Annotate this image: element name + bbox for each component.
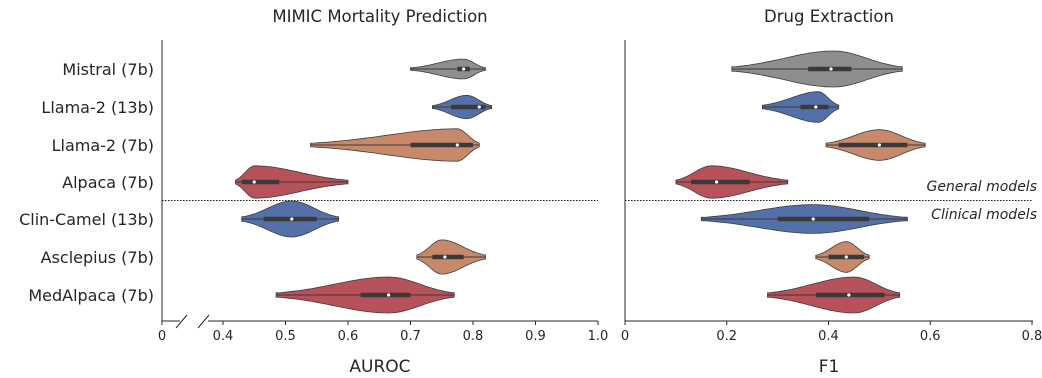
auroc-violin-mistral-7b bbox=[410, 58, 486, 80]
f1-x-tick-label: 0 bbox=[621, 329, 629, 344]
f1-x-tick-label: 0.2 bbox=[716, 329, 737, 344]
violin-median-dot bbox=[443, 255, 447, 259]
violin-median-dot bbox=[387, 293, 391, 297]
general-models-annotation: General models bbox=[926, 179, 1037, 195]
model-label: Clin-Camel (13b) bbox=[19, 210, 154, 229]
auroc-violin-llama-2-13b bbox=[432, 94, 493, 120]
auroc-violin-clin-camel-13b bbox=[241, 200, 339, 238]
f1-panel-title: Drug Extraction bbox=[764, 7, 894, 26]
f1-violin-medalpaca-7b bbox=[767, 276, 901, 314]
violin-median-dot bbox=[455, 143, 459, 147]
auroc-x-tick-label: 0.8 bbox=[463, 329, 484, 344]
f1-violin-llama-2-13b bbox=[762, 91, 840, 123]
auroc-panel-title: MIMIC Mortality Prediction bbox=[272, 7, 487, 26]
model-label: Llama-2 (7b) bbox=[52, 136, 154, 155]
f1-x-tick-label: 0.8 bbox=[1022, 329, 1042, 344]
auroc-x-tick-label: 0.9 bbox=[525, 329, 546, 344]
violin-median-dot bbox=[847, 293, 851, 297]
clinical-models-annotation: Clinical models bbox=[931, 207, 1037, 223]
violin-median-dot bbox=[462, 67, 466, 71]
auroc-x-tick-label: 1.0 bbox=[588, 329, 609, 344]
auroc-x-tick-label: 0.4 bbox=[213, 329, 234, 344]
model-label: Llama-2 (13b) bbox=[41, 98, 154, 117]
auroc-violin-asclepius-7b bbox=[416, 239, 486, 275]
f1-violin-asclepius-7b bbox=[815, 241, 870, 273]
f1-violin-clin-camel-13b bbox=[700, 204, 908, 234]
f1-violin-alpaca-7b bbox=[675, 165, 789, 199]
violin-median-dot bbox=[844, 255, 848, 259]
auroc-violin-llama-2-7b bbox=[310, 128, 480, 162]
violin-median-dot bbox=[477, 105, 481, 109]
f1-x-tick-label: 0.6 bbox=[920, 329, 941, 344]
violin-median-dot bbox=[877, 143, 881, 147]
f1-x-tick-label: 0.4 bbox=[818, 329, 839, 344]
violin-median-dot bbox=[811, 217, 815, 221]
f1-violin-llama-2-7b bbox=[825, 129, 926, 161]
model-label: Mistral (7b) bbox=[62, 60, 154, 79]
violin-median-dot bbox=[290, 217, 294, 221]
model-label: Asclepius (7b) bbox=[41, 248, 154, 267]
f1-panel: Drug Extraction 0 0.2 0.4 0.6 0.8 F1 bbox=[621, 7, 1042, 377]
violin-median-dot bbox=[814, 105, 818, 109]
violin-median-dot bbox=[714, 180, 719, 184]
axis-break-mark bbox=[197, 314, 210, 329]
auroc-x-tick-label: 0 bbox=[158, 329, 166, 344]
auroc-violin-medalpaca-7b bbox=[275, 276, 455, 314]
model-label: Alpaca (7b) bbox=[62, 173, 154, 192]
f1-violin-mistral-7b bbox=[731, 50, 903, 88]
violin-median-dot bbox=[252, 180, 256, 184]
auroc-x-tick-label: 0.5 bbox=[275, 329, 296, 344]
model-labels: Mistral (7b) Llama-2 (13b) Llama-2 (7b) Alp… bbox=[19, 60, 154, 305]
auroc-x-tick-label: 0.6 bbox=[338, 329, 359, 344]
model-label: MedAlpaca (7b) bbox=[28, 286, 154, 305]
auroc-x-axis-title: AUROC bbox=[349, 357, 410, 377]
axis-break-mark bbox=[175, 314, 188, 329]
auroc-x-tick-label: 0.7 bbox=[400, 329, 421, 344]
f1-x-axis-title: F1 bbox=[819, 357, 840, 377]
violin-median-dot bbox=[829, 67, 833, 71]
auroc-violin-alpaca-7b bbox=[235, 165, 349, 199]
auroc-panel: MIMIC Mortality Prediction 0 0.4 0.5 0.6 0.7 0… bbox=[158, 7, 608, 377]
